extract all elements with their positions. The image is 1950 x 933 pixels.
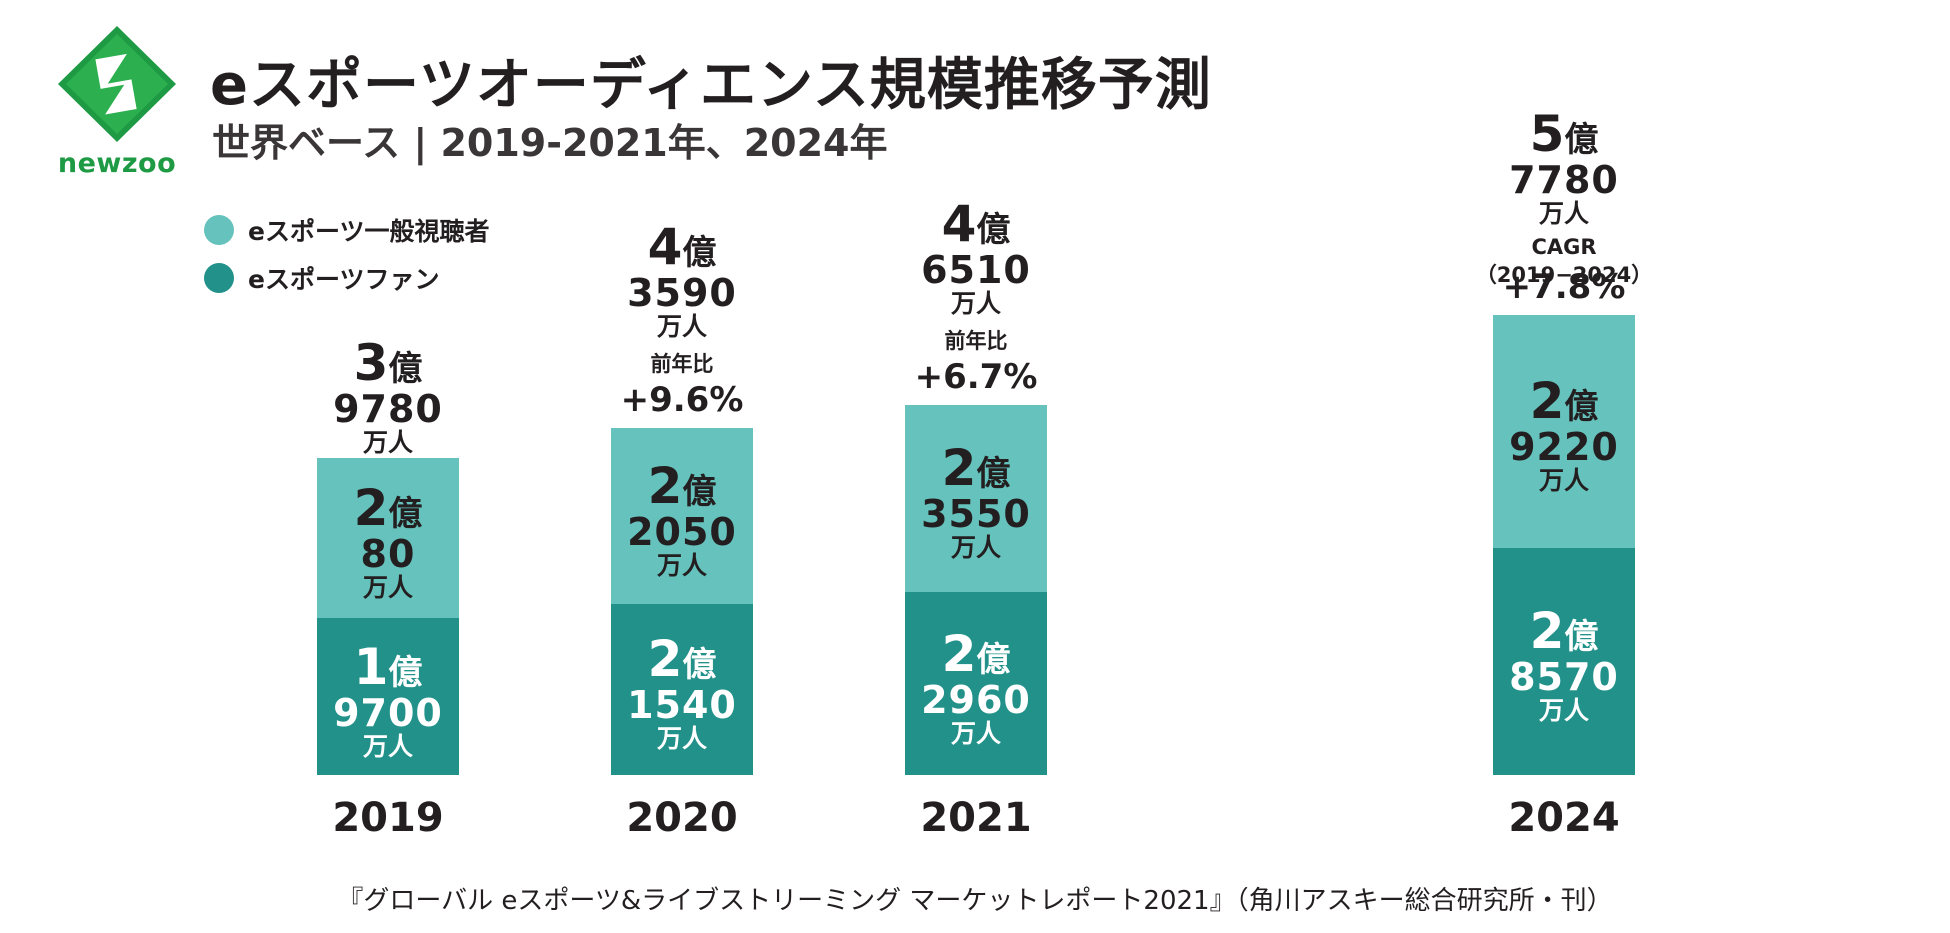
data-label-viewers-2019: 2億 80 万人 xyxy=(317,483,459,600)
total-label-2020: 4億 3590 万人 xyxy=(582,222,782,339)
total-label-2024-man: 7780 xyxy=(1509,157,1619,202)
total-label-2019: 3億 9780 万人 xyxy=(288,338,488,455)
data-label-viewers-2020-unit: 万人 xyxy=(656,550,707,580)
data-label-viewers-2021: 2億 3550 万人 xyxy=(905,443,1047,560)
bar-segment-fans-2021: 2億 2960 万人 xyxy=(905,592,1047,775)
data-label-fans-2019-oku: 1億 xyxy=(353,637,423,696)
total-label-2021: 4億 6510 万人 xyxy=(876,199,1076,316)
data-label-fans-2024-man: 8570 xyxy=(1509,655,1619,700)
data-label-fans-2021-oku: 2億 xyxy=(941,624,1011,683)
growth-label-2020: 前年比 xyxy=(650,351,714,376)
data-label-viewers-2021-unit: 万人 xyxy=(950,533,1001,563)
total-label-2021-unit: 万人 xyxy=(950,288,1001,318)
legend-item-viewers: eスポーツ一般視聴者 xyxy=(204,214,489,246)
data-label-fans-2019-man: 9700 xyxy=(333,690,443,735)
total-label-2024: 5億 7780 万人 xyxy=(1464,109,1664,226)
growth-value-2024: +7.8% xyxy=(1502,266,1626,307)
total-label-2019-unit: 万人 xyxy=(362,428,413,458)
legend-swatch-viewers xyxy=(204,215,234,245)
x-tick-label-2019: 2019 xyxy=(332,795,444,841)
data-label-viewers-2021-oku: 2億 xyxy=(941,439,1011,498)
data-label-fans-2021: 2億 2960 万人 xyxy=(905,629,1047,746)
data-label-fans-2020-unit: 万人 xyxy=(656,724,707,754)
total-label-2020-oku: 4億 xyxy=(647,217,717,276)
brand-name: newzoo xyxy=(57,148,177,179)
bar-segment-viewers-2024: 2億 9220 万人 xyxy=(1493,314,1635,548)
total-label-2024-unit: 万人 xyxy=(1538,198,1589,228)
data-label-viewers-2024-oku: 2億 xyxy=(1529,372,1599,431)
growth-value-2021: +6.7% xyxy=(914,356,1038,397)
newzoo-logo: newzoo xyxy=(52,22,182,182)
data-label-fans-2020-man: 1540 xyxy=(627,683,737,728)
legend-item-fans: eスポーツファン xyxy=(204,262,439,294)
page-subtitle: 世界ベース | 2019-2021年、2024年 xyxy=(212,121,888,165)
total-label-2019-oku: 3億 xyxy=(353,334,423,393)
page-title: eスポーツオーディエンス規模推移予測 xyxy=(210,53,1212,118)
growth-label-2024: CAGR（2019−2024） xyxy=(1475,234,1653,287)
data-label-viewers-2020-man: 2050 xyxy=(627,509,737,554)
legend-label-viewers: eスポーツ一般視聴者 xyxy=(248,217,490,246)
newzoo-logo-icon xyxy=(58,26,176,142)
legend-label-fans: eスポーツファン xyxy=(248,265,440,294)
data-label-fans-2020-oku: 2億 xyxy=(647,630,717,689)
data-label-fans-2024-unit: 万人 xyxy=(1538,696,1589,726)
growth-value-2020: +9.6% xyxy=(620,379,744,420)
data-label-viewers-2024-man: 9220 xyxy=(1509,425,1619,470)
data-label-fans-2021-unit: 万人 xyxy=(950,718,1001,748)
data-label-viewers-2019-oku: 2億 xyxy=(353,479,423,538)
data-label-fans-2019-unit: 万人 xyxy=(362,731,413,761)
data-label-fans-2021-man: 2960 xyxy=(921,677,1031,722)
data-label-fans-2020: 2億 1540 万人 xyxy=(611,634,753,751)
data-label-viewers-2024: 2億 9220 万人 xyxy=(1493,376,1635,493)
source-citation: 『グローバル eスポーツ&ライブストリーミング マーケットレポート2021』（角… xyxy=(337,886,1613,916)
bar-segment-viewers-2021: 2億 3550 万人 xyxy=(905,404,1047,593)
x-tick-label-2020: 2020 xyxy=(626,795,738,841)
bar-segment-viewers-2019: 2億 80 万人 xyxy=(317,458,459,619)
total-label-2020-man: 3590 xyxy=(627,270,737,315)
legend-swatch-fans xyxy=(204,263,234,293)
data-label-viewers-2019-man: 80 xyxy=(360,532,416,577)
x-tick-label-2024: 2024 xyxy=(1508,795,1620,841)
data-label-viewers-2021-man: 3550 xyxy=(921,492,1031,537)
bar-segment-fans-2019: 1億 9700 万人 xyxy=(317,618,459,775)
data-label-fans-2024-oku: 2億 xyxy=(1529,602,1599,661)
total-label-2019-man: 9780 xyxy=(333,387,443,432)
growth-label-2021: 前年比 xyxy=(944,328,1008,353)
data-label-viewers-2020: 2億 2050 万人 xyxy=(611,461,753,578)
x-tick-label-2021: 2021 xyxy=(920,795,1032,841)
data-label-fans-2019: 1億 9700 万人 xyxy=(317,642,459,759)
total-label-2024-oku: 5億 xyxy=(1529,104,1599,163)
total-label-2021-oku: 4億 xyxy=(941,194,1011,253)
bar-segment-viewers-2020: 2億 2050 万人 xyxy=(611,427,753,604)
bar-segment-fans-2020: 2億 1540 万人 xyxy=(611,603,753,775)
data-label-fans-2024: 2億 8570 万人 xyxy=(1493,606,1635,723)
data-label-viewers-2019-unit: 万人 xyxy=(362,573,413,603)
total-label-2020-unit: 万人 xyxy=(656,311,707,341)
data-label-viewers-2024-unit: 万人 xyxy=(1538,466,1589,496)
data-label-viewers-2020-oku: 2億 xyxy=(647,456,717,515)
total-label-2021-man: 6510 xyxy=(921,247,1031,292)
bar-segment-fans-2024: 2億 8570 万人 xyxy=(1493,547,1635,775)
